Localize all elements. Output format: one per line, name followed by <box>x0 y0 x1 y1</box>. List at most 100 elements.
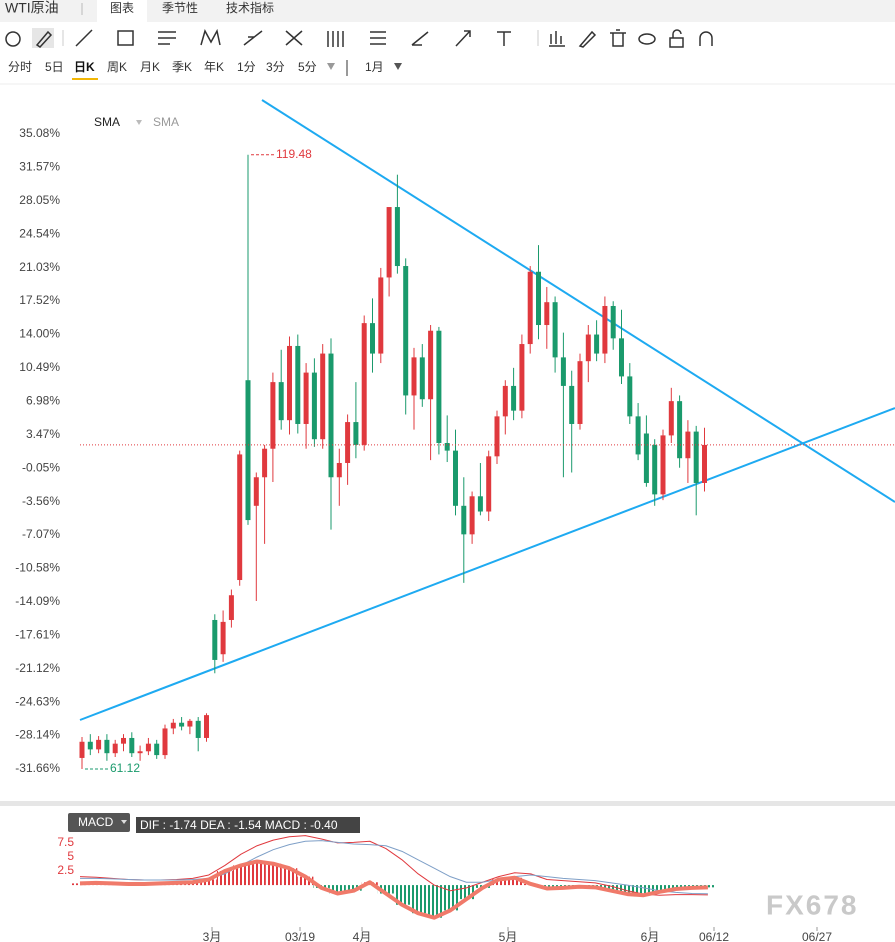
candle-body <box>336 462 342 478</box>
tool-icon[interactable] <box>5 31 21 47</box>
candle-body <box>585 334 591 362</box>
y-tick-label: 6.98% <box>26 394 60 408</box>
histogram-bar <box>490 879 507 886</box>
candle-body <box>428 330 434 400</box>
dropdown-arrow[interactable] <box>121 820 127 824</box>
x-tick-label: 06/27 <box>802 930 832 942</box>
period-option[interactable]: 季K <box>172 60 192 74</box>
tool-icon[interactable] <box>638 33 656 45</box>
candle-body <box>702 444 707 483</box>
period-option[interactable]: 1分 <box>237 60 256 74</box>
tool-icon[interactable] <box>549 31 565 47</box>
candle-body <box>295 345 301 424</box>
tool-icon[interactable] <box>699 31 713 46</box>
tool-icon[interactable] <box>370 31 386 45</box>
indicator-select[interactable] <box>68 813 130 832</box>
candle-body <box>129 737 135 754</box>
y-tick-label: 24.54% <box>19 226 60 240</box>
candle-body <box>112 743 118 754</box>
period-option[interactable]: 日K <box>74 60 95 74</box>
y-tick-label: 21.03% <box>19 260 60 274</box>
period-option[interactable]: 1月 <box>365 60 384 74</box>
candle-body <box>677 401 683 459</box>
candle-body <box>79 741 85 758</box>
y-tick-label: -31.66% <box>15 761 60 775</box>
tool-icon[interactable] <box>578 30 597 48</box>
tool-icon[interactable] <box>75 29 93 47</box>
annotation: 61.12 <box>110 761 140 775</box>
y-tick-label: -7.07% <box>22 527 60 541</box>
dropdown-arrow[interactable] <box>136 120 142 125</box>
period-option[interactable]: 分时 <box>8 60 32 74</box>
y-tick-label: -28.14% <box>15 728 60 742</box>
tool-icon[interactable] <box>158 31 176 45</box>
y-tick-label: 2.5 <box>57 863 74 877</box>
candle-body <box>353 422 359 445</box>
period-option[interactable]: 5日 <box>45 60 64 74</box>
tool-icon[interactable] <box>610 29 626 47</box>
histogram-bar <box>506 877 523 886</box>
period-option[interactable]: 年K <box>204 60 224 74</box>
panel-divider <box>0 801 895 806</box>
tool-icon[interactable] <box>200 28 221 46</box>
histogram-bar <box>329 885 346 894</box>
histogram-bar <box>377 885 394 894</box>
candle-body <box>635 416 641 455</box>
y-tick-label: 7.5 <box>57 835 74 849</box>
tool-icon[interactable] <box>455 30 471 47</box>
indicator-line <box>80 840 708 895</box>
y-tick-label: 28.05% <box>19 193 60 207</box>
candle-body <box>693 431 699 483</box>
period-option[interactable]: 周K <box>107 60 127 74</box>
y-tick-label: -0.05% <box>22 460 60 474</box>
period-option[interactable]: 3分 <box>266 60 285 74</box>
tool-icon[interactable] <box>327 31 344 47</box>
candle-body <box>436 330 442 444</box>
candle-body <box>311 372 317 440</box>
tool-icon[interactable] <box>243 30 263 46</box>
candle-body <box>237 454 243 581</box>
histogram-bar <box>200 879 217 886</box>
tab[interactable]: 图表 <box>110 1 134 15</box>
candle-body <box>162 728 168 756</box>
tab[interactable]: 技术指标 <box>226 0 274 15</box>
candle-body <box>361 323 367 445</box>
readout: DIF : -1.74 DEA : -1.54 MACD : -0.40 <box>140 818 338 832</box>
histogram-bar <box>651 885 668 892</box>
tool-icon[interactable] <box>497 31 511 46</box>
dropdown-arrow[interactable] <box>394 63 402 70</box>
period-option[interactable]: 月K <box>140 60 160 74</box>
candle-body <box>643 433 649 483</box>
tab[interactable]: 季节性 <box>162 1 198 15</box>
tool-icon[interactable] <box>672 29 682 38</box>
candle-body <box>170 722 176 729</box>
dropdown-arrow[interactable] <box>327 63 335 70</box>
candle-body <box>444 443 450 451</box>
histogram-bar <box>265 863 282 886</box>
candle-body <box>668 401 674 436</box>
period-option[interactable]: 5分 <box>298 60 317 74</box>
candle-body <box>220 621 226 655</box>
y-tick-label: 5 <box>67 849 74 863</box>
histogram-bar <box>619 885 636 895</box>
tool-icon[interactable] <box>117 30 134 46</box>
tool-icon[interactable] <box>411 31 429 46</box>
active-underline <box>72 78 98 80</box>
candle-body <box>544 302 550 326</box>
candle-body <box>469 496 475 535</box>
tool-icon[interactable] <box>35 30 53 48</box>
tool-icon[interactable] <box>669 37 684 48</box>
readout-name: DEA <box>200 818 225 832</box>
histogram-bar <box>426 885 443 918</box>
histogram-bar <box>233 865 249 886</box>
active-tab[interactable] <box>97 0 147 22</box>
candle-body <box>212 619 218 660</box>
candle-body <box>602 305 608 354</box>
tool-icon[interactable] <box>285 30 303 46</box>
candle-body <box>320 353 326 440</box>
candle-body <box>502 385 508 417</box>
y-tick-label: 31.57% <box>19 160 60 174</box>
y-tick-label: 10.49% <box>19 360 60 374</box>
histogram-bar <box>297 876 314 886</box>
candle-body <box>652 444 658 495</box>
